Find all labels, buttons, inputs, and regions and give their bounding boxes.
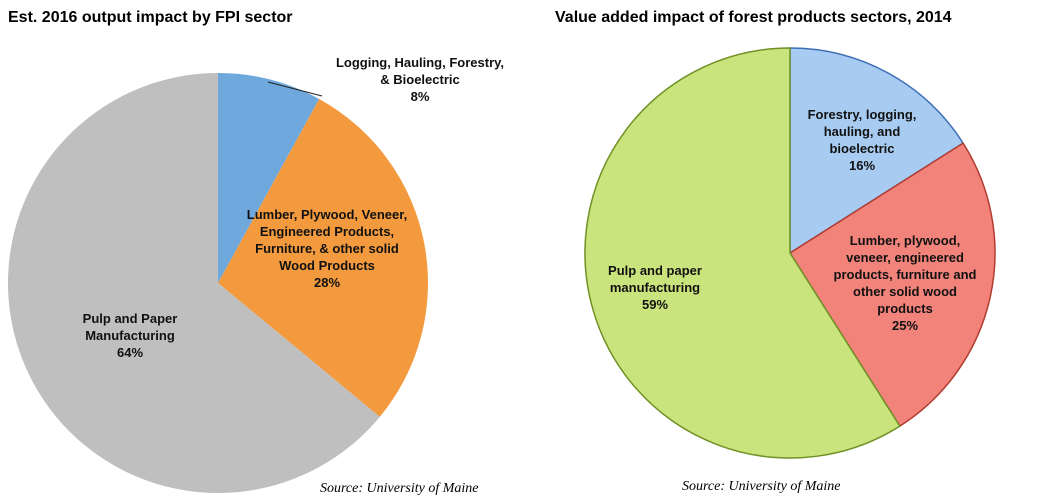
- chart-title: Est. 2016 output impact by FPI sector: [8, 9, 293, 26]
- source-note: Source: University of Maine: [682, 479, 841, 494]
- category-label: Pulp and paper manufacturing: [608, 263, 702, 295]
- slice-label: Pulp and Paper Manufacturing 64%: [50, 310, 210, 361]
- pie-slice: [789, 47, 965, 255]
- slice-label-box: Forestry, logging, hauling, and bioelect…: [792, 106, 932, 174]
- value-label: 64%: [116, 345, 144, 360]
- category-label: Logging, Hauling, Forestry, & Bioelectri…: [335, 55, 505, 87]
- value-label: 8%: [410, 89, 430, 104]
- value-label: 59%: [641, 297, 669, 312]
- source-note: Source: University of Maine: [320, 481, 479, 496]
- pie-slice: [218, 98, 429, 417]
- pie-slice: [584, 47, 901, 459]
- value-label: 16%: [848, 158, 876, 173]
- leader-line: [267, 81, 323, 97]
- slice-label-box: Lumber, plywood, veneer, engineered prod…: [830, 232, 980, 334]
- pie-slice: [8, 73, 380, 493]
- slice-label-box: Pulp and paper manufacturing 59%: [595, 262, 715, 313]
- category-label: Forestry, logging, hauling, and bioelect…: [807, 107, 917, 156]
- slice-label: Pulp and paper manufacturing 59%: [595, 262, 715, 313]
- slice-label-box: Lumber, Plywood, Veneer, Engineered Prod…: [242, 206, 412, 291]
- slice-label: Forestry, logging, hauling, and bioelect…: [792, 106, 932, 174]
- pie-slice: [788, 142, 996, 428]
- category-label: Lumber, Plywood, Veneer, Engineered Prod…: [246, 207, 408, 273]
- slice-label-box: Logging, Hauling, Forestry, & Bioelectri…: [330, 54, 510, 105]
- pie-slice: [218, 73, 320, 283]
- chart-title: Value added impact of forest products se…: [555, 9, 952, 26]
- category-label: Lumber, plywood, veneer, engineered prod…: [833, 233, 977, 316]
- slice-label: Lumber, plywood, veneer, engineered prod…: [830, 232, 980, 334]
- slice-label: Logging, Hauling, Forestry, & Bioelectri…: [330, 54, 510, 105]
- value-label: 28%: [313, 275, 341, 290]
- category-label: Pulp and Paper Manufacturing: [82, 311, 178, 343]
- value-label: 25%: [891, 318, 919, 333]
- slice-label-box: Pulp and Paper Manufacturing 64%: [50, 310, 210, 361]
- slice-label: Lumber, Plywood, Veneer, Engineered Prod…: [242, 206, 412, 291]
